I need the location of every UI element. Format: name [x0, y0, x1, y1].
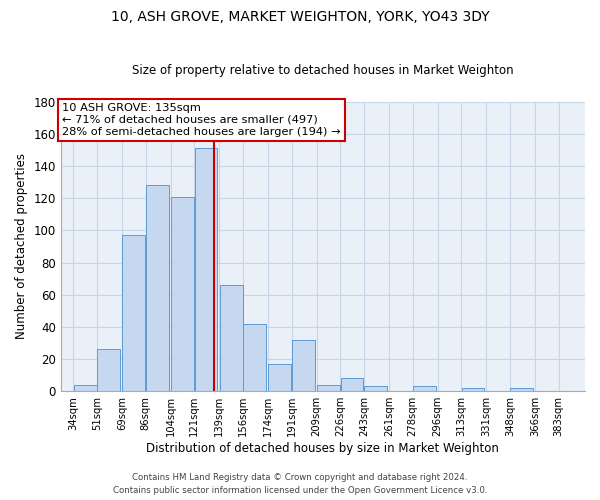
Bar	[364, 386, 387, 391]
Bar	[244, 324, 266, 391]
X-axis label: Distribution of detached houses by size in Market Weighton: Distribution of detached houses by size …	[146, 442, 499, 455]
Bar	[317, 385, 340, 391]
Title: Size of property relative to detached houses in Market Weighton: Size of property relative to detached ho…	[132, 64, 514, 77]
Bar	[74, 385, 97, 391]
Bar	[268, 364, 291, 391]
Bar	[97, 350, 120, 391]
Bar	[171, 196, 194, 391]
Bar	[413, 386, 436, 391]
Bar	[194, 148, 217, 391]
Bar	[122, 235, 145, 391]
Bar	[341, 378, 364, 391]
Bar	[461, 388, 484, 391]
Text: 10 ASH GROVE: 135sqm
← 71% of detached houses are smaller (497)
28% of semi-deta: 10 ASH GROVE: 135sqm ← 71% of detached h…	[62, 104, 341, 136]
Bar	[146, 186, 169, 391]
Text: Contains HM Land Registry data © Crown copyright and database right 2024.
Contai: Contains HM Land Registry data © Crown c…	[113, 474, 487, 495]
Bar	[292, 340, 315, 391]
Bar	[220, 285, 242, 391]
Text: 10, ASH GROVE, MARKET WEIGHTON, YORK, YO43 3DY: 10, ASH GROVE, MARKET WEIGHTON, YORK, YO…	[110, 10, 490, 24]
Y-axis label: Number of detached properties: Number of detached properties	[15, 154, 28, 340]
Bar	[511, 388, 533, 391]
